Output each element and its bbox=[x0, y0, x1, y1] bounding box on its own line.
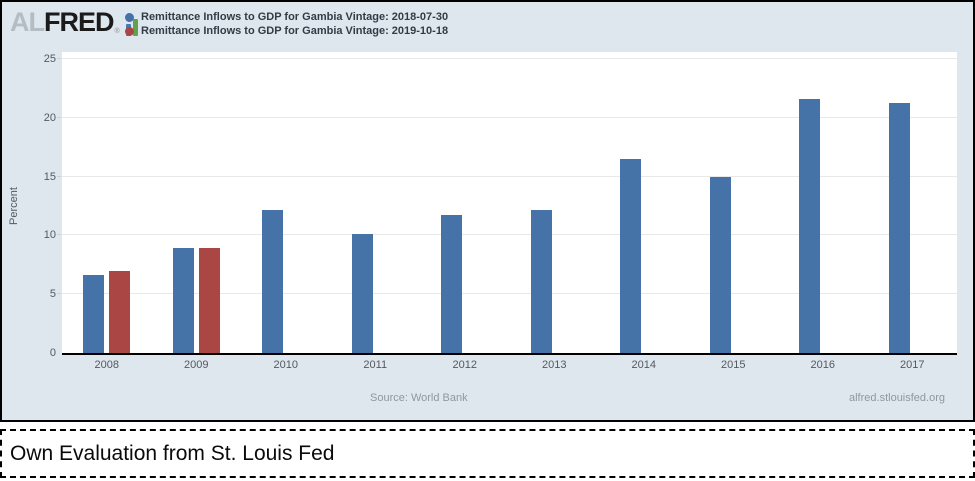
legend-label-vintage-2018: Remittance Inflows to GDP for Gambia Vin… bbox=[141, 11, 449, 23]
x-axis-line bbox=[62, 353, 957, 355]
bar-2009-series-2 bbox=[198, 248, 220, 353]
y-tick-label-15: 15 bbox=[43, 170, 56, 183]
logo-green-bar-icon bbox=[132, 19, 138, 36]
y-tick-label-0: 0 bbox=[49, 347, 56, 359]
bar-2008-series-2 bbox=[109, 270, 131, 353]
legend-item-vintage-2019[interactable]: Remittance Inflows to GDP for Gambia Vin… bbox=[125, 24, 448, 38]
caption-box: Own Evaluation from St. Louis Fed bbox=[0, 429, 975, 478]
y-tick-mark bbox=[57, 58, 61, 59]
gridline-15 bbox=[62, 175, 957, 177]
source-label: Source: World Bank bbox=[370, 392, 468, 404]
x-tick-label-2015: 2015 bbox=[721, 359, 746, 371]
bar-2014-series-1 bbox=[620, 158, 642, 353]
y-tick-mark bbox=[57, 234, 61, 236]
chart-panel: AL FRED ® Remittance Inflows to GDP for … bbox=[0, 0, 975, 422]
bar-2010-series-1 bbox=[262, 209, 284, 353]
x-tick-label-2017: 2017 bbox=[900, 359, 925, 371]
x-tick-label-2009: 2009 bbox=[184, 359, 209, 371]
legend-marker-blue-icon bbox=[125, 12, 134, 22]
y-tick-label-10: 10 bbox=[43, 229, 56, 242]
x-tick-label-2014: 2014 bbox=[631, 359, 656, 371]
x-tick-label-2013: 2013 bbox=[542, 359, 567, 371]
caption-text: Own Evaluation from St. Louis Fed bbox=[10, 441, 335, 465]
gridline-20 bbox=[62, 116, 957, 118]
x-tick-label-2012: 2012 bbox=[452, 359, 477, 371]
bar-2016-series-1 bbox=[799, 98, 821, 353]
x-tick-label-2010: 2010 bbox=[273, 359, 298, 371]
bar-2013-series-1 bbox=[530, 209, 552, 353]
plot-area bbox=[62, 52, 957, 353]
bar-2017-series-1 bbox=[888, 102, 910, 353]
y-axis-title: Percent bbox=[8, 187, 20, 225]
x-tick-label-2011: 2011 bbox=[363, 359, 388, 371]
gridline-5 bbox=[62, 293, 957, 295]
logo-fred-text: FRED bbox=[44, 7, 114, 37]
y-tick-mark bbox=[57, 175, 61, 177]
legend-label-vintage-2019: Remittance Inflows to GDP for Gambia Vin… bbox=[141, 25, 449, 37]
legend-item-vintage-2018[interactable]: Remittance Inflows to GDP for Gambia Vin… bbox=[125, 10, 448, 24]
y-tick-mark bbox=[57, 293, 61, 295]
registered-mark: ® bbox=[114, 28, 120, 35]
y-tick-mark bbox=[57, 116, 61, 118]
gridline-25 bbox=[62, 58, 957, 59]
bar-2011-series-1 bbox=[351, 234, 373, 353]
y-tick-label-5: 5 bbox=[49, 288, 56, 301]
bar-2009-series-1 bbox=[172, 248, 194, 353]
logo-al-text: AL bbox=[10, 7, 45, 37]
y-tick-label-20: 20 bbox=[43, 111, 56, 124]
x-tick-label-2016: 2016 bbox=[810, 359, 835, 371]
x-tick-label-2008: 2008 bbox=[94, 359, 119, 371]
y-tick-label-25: 25 bbox=[43, 53, 56, 65]
legend: Remittance Inflows to GDP for Gambia Vin… bbox=[125, 10, 448, 38]
bar-2012-series-1 bbox=[441, 215, 463, 353]
alfred-logo: AL FRED ® bbox=[10, 6, 141, 36]
bar-2015-series-1 bbox=[709, 176, 731, 353]
site-label: alfred.stlouisfed.org bbox=[849, 392, 945, 404]
bar-2008-series-1 bbox=[83, 275, 105, 353]
legend-marker-red-icon bbox=[125, 26, 134, 36]
gridline-10 bbox=[62, 234, 957, 236]
